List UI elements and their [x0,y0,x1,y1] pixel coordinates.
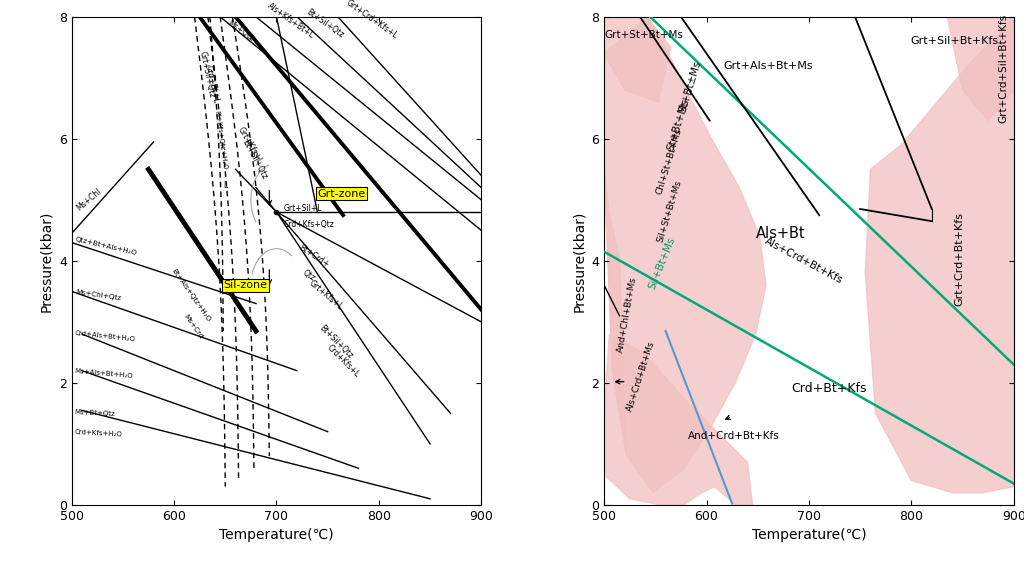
Text: Bt+Sil+Qtz: Bt+Sil+Qtz [317,324,354,361]
Text: Bt+Crd+: Bt+Crd+ [297,243,331,269]
Text: Bt+Sil+Qtz: Bt+Sil+Qtz [241,138,269,181]
Text: Crd+Kfs+Qtz: Crd+Kfs+Qtz [284,220,335,229]
Polygon shape [947,17,1014,121]
Text: Crd+Kfs+H₂O: Crd+Kfs+H₂O [75,429,123,438]
Text: Grt-zone: Grt-zone [317,189,366,199]
Text: Grt+Crd+Sil+Bt+Kfs: Grt+Crd+Sil+Bt+Kfs [998,13,1009,122]
Y-axis label: Pressure(kbar): Pressure(kbar) [571,210,586,311]
Text: Grt+Sil+Qtz: Grt+Sil+Qtz [198,50,216,98]
Text: Bt+Als+Qtz+H₂O: Bt+Als+Qtz+H₂O [170,268,211,323]
Text: Crd+Als+Bt+H₂O: Crd+Als+Bt+H₂O [75,330,136,342]
Text: Sil+St+Bt+Ms: Sil+St+Bt+Ms [655,178,683,243]
Text: Als+Kfs+Bt+L: Als+Kfs+Bt+L [266,1,316,40]
Text: Ms+Bt+Qtz: Ms+Bt+Qtz [75,410,116,417]
Text: Chl+St+Bt+Ms: Chl+St+Bt+Ms [654,127,683,196]
Text: Pl+Kfs+Qtz+H₂O: Pl+Kfs+Qtz+H₂O [213,111,227,171]
Polygon shape [604,17,671,102]
X-axis label: Temperature(℃): Temperature(℃) [752,528,866,542]
Polygon shape [604,169,627,456]
Text: Grt+Crd+Bt+Kfs: Grt+Crd+Bt+Kfs [954,211,965,306]
Text: Sil+Bt+Ms: Sil+Bt+Ms [647,235,677,291]
Text: Crd+Kfs+L: Crd+Kfs+L [326,343,361,379]
Text: Ms+Qtz: Ms+Qtz [225,19,255,43]
Text: Grt+Als+Bt+Ms: Grt+Als+Bt+Ms [723,61,813,71]
Polygon shape [604,17,766,493]
Text: St+Bt±Ms: St+Bt±Ms [678,59,703,113]
Text: Grt+St+Bt+Ms: Grt+St+Bt+Ms [604,30,684,40]
Text: St+Bt+Ms: St+Bt+Ms [666,98,691,152]
Text: L: L [223,181,227,190]
Text: Als+Bt: Als+Bt [756,226,805,241]
X-axis label: Temperature(℃): Temperature(℃) [219,528,334,542]
Text: Grt+Sil+Bt+Kfs: Grt+Sil+Bt+Kfs [910,36,998,47]
Text: Grt+Sil+L: Grt+Sil+L [284,204,323,213]
Text: Bt+Sil+Qtz: Bt+Sil+Qtz [305,8,346,40]
Text: Als+Crd+Bt+Ms: Als+Crd+Bt+Ms [626,339,657,412]
Polygon shape [604,334,753,505]
Text: And+Crd+Bt+Kfs: And+Crd+Bt+Kfs [688,431,780,441]
Polygon shape [865,17,1014,493]
Text: Crd+Bt+L: Crd+Bt+L [204,65,220,104]
Text: Grt+Kfs+L: Grt+Kfs+L [236,125,264,165]
Text: Grt+Crd+Kfs+L: Grt+Crd+Kfs+L [344,0,399,40]
Text: Ms+Chl: Ms+Chl [75,186,103,212]
Text: Ms+Crd: Ms+Crd [182,313,204,340]
Text: Qtz: Qtz [301,268,317,283]
Text: And+Chl+Bt+Ms: And+Chl+Bt+Ms [616,276,639,353]
Text: Als+Crd+Bt+Kfs: Als+Crd+Bt+Kfs [763,236,845,286]
Text: Grt+Kfs+L: Grt+Kfs+L [307,278,344,312]
Text: Sil-zone: Sil-zone [223,280,267,291]
Text: Qtz+Bt+Als+H₂O: Qtz+Bt+Als+H₂O [75,236,138,256]
Y-axis label: Pressure(kbar): Pressure(kbar) [39,210,53,311]
Text: Crd+Bt+Kfs: Crd+Bt+Kfs [792,382,867,395]
Text: Ms+Chl+Qtz: Ms+Chl+Qtz [75,289,121,301]
Text: Ms+Als+Bt+H₂O: Ms+Als+Bt+H₂O [75,368,134,379]
